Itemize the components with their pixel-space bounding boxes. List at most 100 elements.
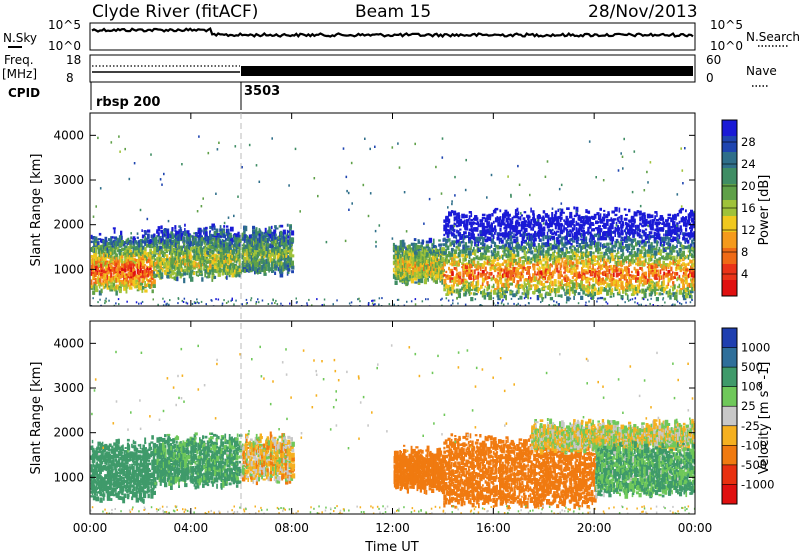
echo-cell xyxy=(448,238,451,242)
echo-cell xyxy=(547,267,551,272)
echo-cell xyxy=(603,236,606,241)
echo-cell xyxy=(434,257,437,263)
echo-cell xyxy=(599,228,603,233)
echo-cell xyxy=(497,234,500,239)
echo-cell xyxy=(462,235,464,240)
echo-cell xyxy=(605,236,608,241)
echo-cell xyxy=(638,240,642,243)
echo-cell xyxy=(564,243,568,246)
echo-cell xyxy=(628,278,632,285)
echo-cell xyxy=(171,240,175,243)
echo-cell xyxy=(475,286,479,292)
echo-cell xyxy=(132,236,136,242)
echo-cell xyxy=(494,263,498,267)
echo-cell xyxy=(513,250,516,254)
echo-cell xyxy=(235,237,238,240)
echo-cell xyxy=(154,258,157,261)
echo-cell xyxy=(667,225,670,229)
echo-cell xyxy=(670,276,673,281)
echo-cell xyxy=(171,276,175,279)
echo-cell xyxy=(245,247,250,252)
echo-cell xyxy=(577,236,580,242)
echo-cell xyxy=(99,253,102,259)
echo-cell xyxy=(522,260,525,265)
echo-cell xyxy=(108,249,111,253)
echo-cell xyxy=(643,290,646,295)
echo-cell xyxy=(180,273,184,277)
echo-cell xyxy=(563,288,565,292)
echo-cell xyxy=(178,245,180,250)
echo-cell xyxy=(585,217,588,221)
echo-cell xyxy=(406,260,410,264)
echo-cell xyxy=(171,234,175,240)
echo-cell xyxy=(613,218,617,221)
echo-cell xyxy=(638,235,642,239)
echo-cell xyxy=(524,241,527,244)
echo-cell xyxy=(530,240,533,244)
echo-cell xyxy=(115,263,118,267)
echo-cell xyxy=(653,250,658,256)
echo-cell xyxy=(213,275,217,279)
echo-cell xyxy=(289,259,292,264)
echo-cell xyxy=(549,217,553,220)
echo-cell xyxy=(494,278,499,284)
echo-cell xyxy=(243,234,247,239)
echo-cell xyxy=(183,243,186,249)
echo-cell xyxy=(204,256,206,260)
echo-cell xyxy=(104,236,108,242)
echo-cell xyxy=(569,285,572,291)
echo-cell xyxy=(523,211,527,214)
echo-cell xyxy=(557,284,560,288)
echo-cell xyxy=(547,258,550,261)
echo-cell xyxy=(560,274,564,278)
echo-cell xyxy=(434,262,438,268)
echo-cell xyxy=(513,215,516,219)
echo-cell xyxy=(193,260,196,266)
echo-cell xyxy=(154,261,158,267)
echo-cell xyxy=(625,293,628,296)
echo-cell xyxy=(457,215,461,220)
echo-cell xyxy=(614,254,617,260)
echo-cell xyxy=(593,291,596,297)
echo-cell xyxy=(589,265,592,269)
echo-cell xyxy=(403,273,405,278)
echo-cell xyxy=(554,225,557,230)
echo-cell xyxy=(201,259,204,263)
echo-cell xyxy=(663,280,665,286)
echo-cell xyxy=(166,244,170,249)
echo-cell xyxy=(641,239,646,244)
echo-cell xyxy=(632,262,634,265)
echo-cell xyxy=(622,258,625,263)
echo-cell xyxy=(523,263,526,267)
echo-cell xyxy=(446,291,450,296)
echo-cell xyxy=(268,229,272,234)
echo-cell xyxy=(190,255,192,261)
echo-cell xyxy=(486,255,490,261)
echo-cell xyxy=(258,246,261,251)
echo-cell xyxy=(546,261,549,267)
echo-cell xyxy=(503,269,506,275)
echo-cell xyxy=(549,275,552,280)
echo-cell xyxy=(557,253,562,258)
echo-cell xyxy=(472,233,475,239)
echo-cell xyxy=(238,259,241,265)
echo-cell xyxy=(445,228,447,235)
echo-cell xyxy=(102,281,106,285)
echo-cell xyxy=(614,233,616,237)
echo-cell xyxy=(538,289,541,294)
echo-cell xyxy=(648,231,653,235)
echo-cell xyxy=(552,270,555,276)
echo-cell xyxy=(287,249,291,253)
echo-cell xyxy=(557,286,560,292)
echo-cell xyxy=(443,261,446,267)
echo-cell xyxy=(663,240,665,247)
echo-cell xyxy=(592,277,595,283)
echo-cell xyxy=(446,245,450,251)
echo-cell xyxy=(111,247,114,253)
echo-cell xyxy=(667,282,670,286)
echo-cell xyxy=(571,261,575,266)
echo-cell xyxy=(589,278,593,281)
echo-cell xyxy=(519,257,522,262)
echo-cell xyxy=(590,259,594,265)
echo-cell xyxy=(643,280,647,285)
